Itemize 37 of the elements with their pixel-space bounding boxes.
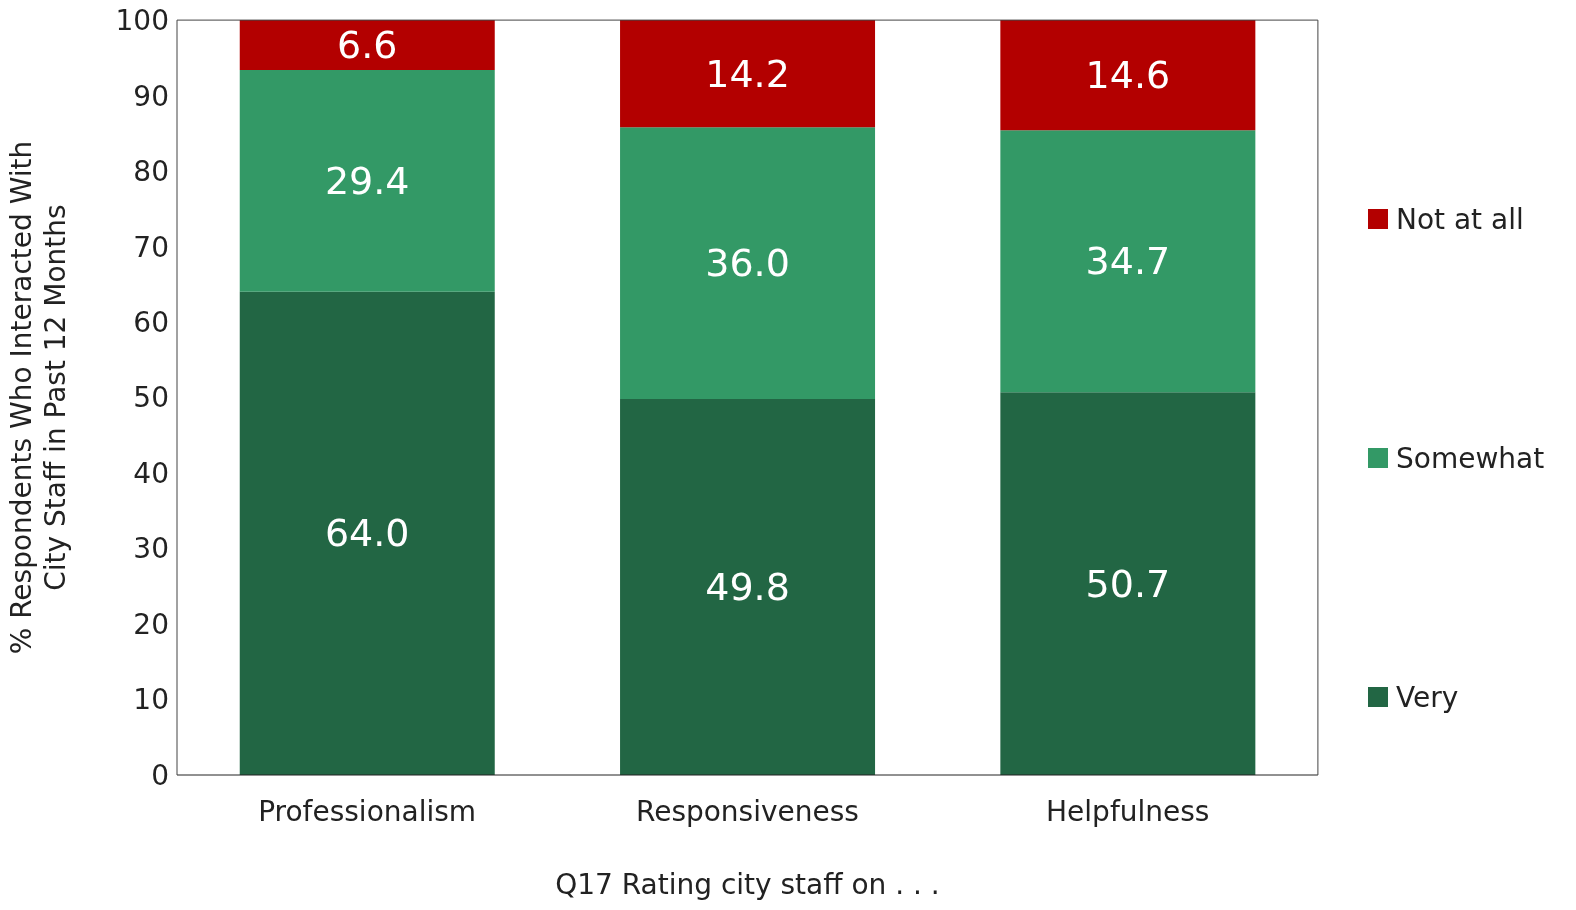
y-tick-label: 30 [133, 532, 169, 566]
legend-label: Very [1396, 680, 1459, 714]
y-tick-label: 70 [133, 230, 169, 264]
data-label: 29.4 [324, 158, 410, 203]
bar [239, 20, 495, 70]
bar [620, 20, 876, 128]
y-axis-title: % Respondents Who Interacted With City Staff in Past 12 Months [5, 140, 72, 655]
bar [620, 127, 876, 400]
data-label: 14.2 [705, 51, 790, 96]
legend-label: Not at all [1396, 202, 1524, 236]
y-tick-label: 100 [115, 4, 169, 38]
bar [620, 399, 876, 775]
x-tick-label: Responsiveness [635, 794, 859, 828]
y-tick-label: 10 [133, 683, 169, 717]
data-label: 50.7 [1085, 561, 1171, 606]
x-tick-label: Professionalism [258, 794, 477, 828]
data-label: 64.0 [324, 511, 410, 556]
y-tick-label: 90 [133, 79, 169, 113]
data-label: 49.8 [705, 565, 790, 610]
y-tick-label: 20 [133, 607, 169, 641]
y-tick-label: 0 [151, 758, 169, 792]
y-tick-label: 50 [133, 381, 169, 415]
y-tick-label: 60 [133, 306, 169, 339]
bar [239, 291, 495, 775]
bar [1000, 130, 1256, 393]
bar [239, 69, 495, 292]
bar [1000, 392, 1256, 775]
bar [1000, 20, 1256, 131]
data-label: 14.6 [1085, 53, 1171, 98]
data-label: 6.6 [337, 23, 398, 68]
x-tick-label: Helpfulness [1046, 794, 1210, 828]
y-tick-label: 40 [133, 456, 169, 490]
data-label: 36.0 [705, 241, 790, 286]
legend-label: Somewhat [1396, 441, 1545, 475]
y-tick-label: 80 [133, 155, 169, 189]
data-label: 34.7 [1085, 239, 1171, 284]
x-axis-title: Q17 Rating city staff on . . . [555, 868, 940, 901]
